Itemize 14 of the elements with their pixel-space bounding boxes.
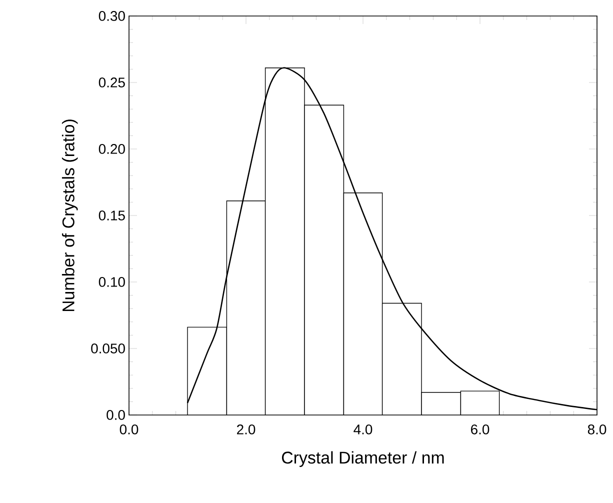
x-tick-label: 4.0 (354, 424, 372, 434)
y-tick-label: 0.25 (98, 78, 125, 88)
x-tick-label: 8.0 (588, 424, 606, 434)
y-tick-label: 0.15 (98, 210, 125, 220)
y-tick-label: 0.10 (98, 277, 125, 287)
y-tick-label: 0.0 (106, 410, 125, 420)
y-tick-label: 0.30 (98, 11, 125, 21)
x-axis-title: Crystal Diameter / nm (282, 451, 444, 468)
x-tick-label: 2.0 (237, 424, 256, 434)
x-tick-label: 0.0 (120, 424, 138, 434)
y-tick-label: 0.20 (98, 144, 125, 154)
y-axis-title: Number of Crystals (ratio) (62, 120, 78, 312)
y-tick-label: 0.050 (91, 344, 125, 354)
x-tick-label: 6.0 (471, 424, 490, 434)
